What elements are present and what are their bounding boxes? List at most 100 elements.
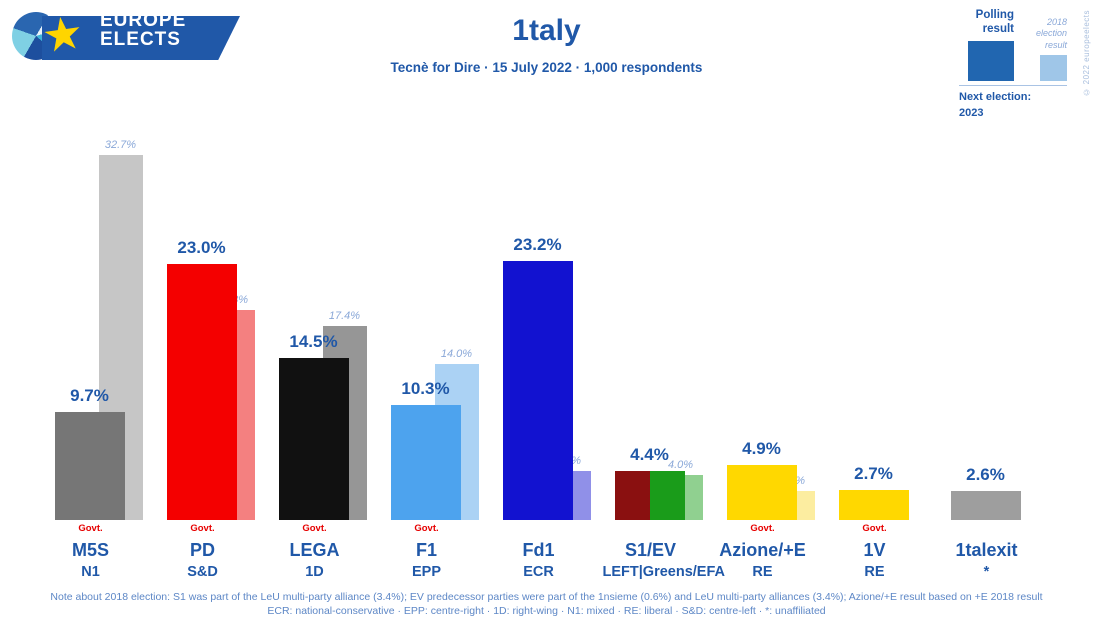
copyright-text: © 2022 europeelects: [1082, 10, 1091, 97]
footer: Note about 2018 election: S1 was part of…: [0, 590, 1093, 618]
polling-value: 23.2%: [513, 235, 562, 255]
polling-value: 4.9%: [742, 439, 781, 459]
polling-bar-segment: [54, 411, 125, 520]
logo-text-europe: EUROPE: [100, 10, 187, 31]
party-bars: 14.0% 10.3%: [379, 152, 491, 520]
next-election-year: 2023: [959, 106, 984, 119]
polling-bar-segment: [614, 470, 650, 520]
europe-elects-logo: ★ EUROPE ELECTS: [12, 5, 252, 64]
polling-value: 2.7%: [854, 463, 893, 483]
polling-bar: [54, 411, 125, 520]
election-2018-value: 17.4%: [328, 310, 361, 322]
election-2018-value: 32.7%: [104, 139, 137, 152]
polling-bar: [502, 261, 573, 520]
polling-bar: [726, 465, 797, 520]
party-name: PD: [189, 540, 215, 560]
party-eu-group: *: [983, 564, 990, 580]
polling-bar-segment: [649, 470, 685, 520]
party-eu-group: N1: [81, 564, 100, 580]
govt-badge: Govt.: [302, 523, 327, 534]
next-election-label: Next election:: [959, 90, 1032, 103]
party-name: Fd1: [522, 540, 555, 560]
polling-value: 2.6%: [966, 465, 1005, 485]
polling-value: 23.0%: [177, 237, 226, 257]
party-name: LEGA: [289, 540, 340, 560]
polling-bar-segment: [950, 491, 1021, 520]
logo-banner: [42, 16, 240, 60]
party-group: 14.0% 10.3% Govt. F1 EPP: [379, 152, 491, 580]
party-eu-group: RE: [864, 564, 885, 580]
legend-polling-key: Polling result: [964, 8, 1014, 81]
next-election: Next election: 2023: [959, 84, 1067, 122]
party-group: 2.6% 1talexit *: [939, 152, 1051, 580]
legend: Polling result 2018 election result Next…: [959, 8, 1067, 122]
polling-bar: [614, 470, 685, 520]
polling-bar-segment: [502, 261, 573, 520]
polling-value: 10.3%: [401, 379, 450, 399]
party-eu-group: LEFT|Greens/EFA: [602, 564, 726, 580]
legend-2018-bar: [1040, 54, 1067, 81]
party-name: S1/EV: [624, 540, 677, 560]
chart: 32.7%9.7%Govt.M5SN118.8%23.0%Govt.PDS&D1…: [43, 139, 1051, 580]
election-2018-value: 4.0%: [667, 459, 694, 472]
party-group: 4.4%23.2% Fd1 ECR: [491, 152, 603, 580]
polling-value: 9.7%: [70, 385, 109, 405]
legend-keys: Polling result 2018 election result: [959, 8, 1067, 81]
govt-badge: [491, 520, 587, 537]
party-bars: 4.4%23.2%: [491, 152, 603, 520]
polling-value: 14.5%: [289, 332, 338, 352]
party-bars: 32.7% 9.7%: [43, 139, 155, 520]
party-group: 2.6%4.9% Govt. Azione/+E RE: [715, 152, 827, 580]
legend-2018-label: 2018 election result: [1035, 17, 1067, 50]
party-bars: 2.7%: [827, 152, 939, 520]
party-name: 1V: [863, 540, 886, 560]
polling-bar-segment: [166, 263, 237, 520]
party-eu-group: EPP: [411, 564, 441, 580]
party-eu-group: RE: [752, 564, 773, 580]
legend-polling-bar: [968, 40, 1014, 81]
govt-badge: Govt.: [78, 523, 103, 534]
party-name: Azione/+E: [719, 540, 806, 560]
party-group: 18.8%23.0% Govt. PD S&D: [155, 152, 267, 580]
govt-badge: Govt.: [750, 523, 775, 534]
party-group: 17.4% 14.5% Govt. LEGA 1D: [267, 152, 379, 580]
polling-bar: [390, 405, 461, 520]
logo-wordmark: EUROPE ELECTS: [100, 11, 186, 49]
polling-bar: [278, 358, 349, 520]
party-group: 4.0% 4.4% S1/EV LEFT|Greens/EFA: [602, 152, 726, 580]
polling-value: 4.4%: [630, 444, 669, 464]
party-bars: 17.4% 14.5%: [267, 152, 379, 520]
party-eu-group: 1D: [305, 564, 324, 580]
logo-text-elects: ELECTS: [100, 29, 181, 50]
polling-bar-segment: [390, 405, 461, 520]
party-name: 1talexit: [955, 540, 1018, 560]
legend-2018-key: 2018 election result: [1019, 17, 1067, 81]
election-2018-value: 14.0%: [440, 347, 473, 360]
party-bars: 2.6%4.9%: [715, 152, 827, 520]
govt-badge: Govt.: [862, 523, 887, 534]
polling-bar: [950, 491, 1021, 520]
party-bars: 2.6%: [939, 152, 1051, 520]
party-name: F1: [415, 540, 437, 560]
govt-badge: Govt.: [190, 523, 215, 534]
party-eu-group: ECR: [523, 564, 554, 580]
govt-badge: [603, 520, 699, 537]
party-eu-group: S&D: [187, 564, 218, 580]
polling-bar: [166, 263, 237, 520]
govt-badge: [939, 520, 1035, 537]
legend-polling-label: Polling result: [975, 9, 1014, 36]
footnote-2018: Note about 2018 election: S1 was part of…: [50, 590, 1043, 603]
party-bars: 4.0% 4.4%: [603, 152, 715, 520]
party-name: M5S: [71, 540, 109, 560]
star-icon: ★: [38, 5, 87, 63]
polling-bar-segment: [278, 358, 349, 520]
group-abbreviation-legend: ECR: national-conservative · EPP: centre…: [267, 604, 826, 617]
party-bars: 18.8%23.0%: [155, 152, 267, 520]
polling-bar-segment: [726, 465, 797, 520]
govt-badge: Govt.: [414, 523, 439, 534]
party-group: 32.7% 9.7% Govt. M5S N1: [43, 139, 155, 580]
polling-bar-segment: [838, 489, 909, 520]
party-group: 2.7% Govt. 1V RE: [827, 152, 939, 580]
polling-bar: [838, 489, 909, 520]
